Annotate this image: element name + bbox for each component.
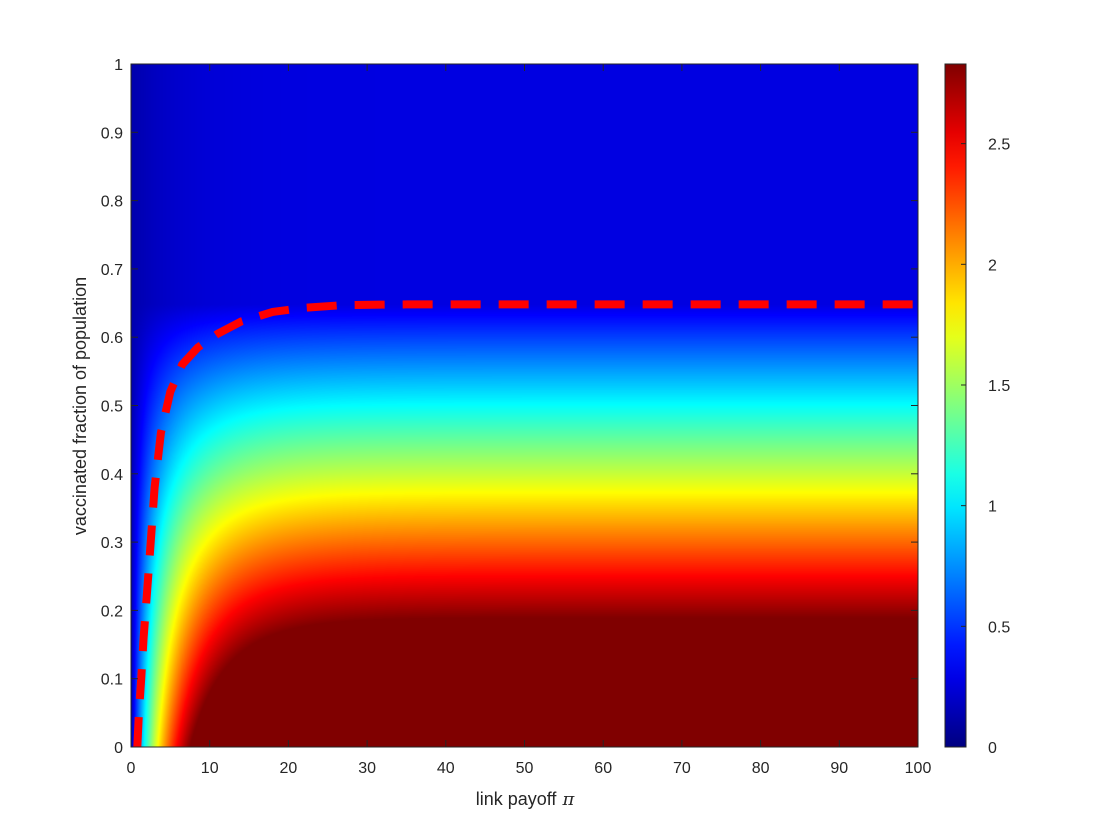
heatmap-image <box>131 64 918 747</box>
y-tick-label: 0 <box>114 740 123 757</box>
colorbar-scale <box>944 63 967 748</box>
x-tick-label: 80 <box>752 760 770 777</box>
y-axis-ticks: 0 0.1 0.2 0.3 0.4 0.5 0.6 0.7 0.8 0.9 1 <box>101 57 918 757</box>
x-tick-label: 40 <box>437 760 455 777</box>
x-tick-label: 0 <box>127 760 136 777</box>
y-tick-label: 0.2 <box>101 603 123 620</box>
colorbar-tick-label: 0.5 <box>988 619 1010 636</box>
x-tick-label: 70 <box>673 760 691 777</box>
x-tick-label: 10 <box>201 760 219 777</box>
colorbar-tick-label: 1.5 <box>988 378 1010 395</box>
colorbar-tick-label: 2.5 <box>988 137 1010 154</box>
threshold-curve <box>133 300 918 747</box>
y-tick-label: 0.7 <box>101 262 123 279</box>
colorbar-tick-label: 1 <box>988 499 997 516</box>
x-tick-label: 20 <box>280 760 298 777</box>
x-tick-label: 60 <box>594 760 612 777</box>
x-axis-ticks: 0 10 20 30 40 50 60 70 80 90 100 <box>127 64 932 777</box>
colorbar-tick-label: 2 <box>988 257 997 274</box>
y-tick-label: 1 <box>114 57 123 74</box>
y-tick-label: 0.8 <box>101 194 123 211</box>
y-tick-label: 0.1 <box>101 672 123 689</box>
x-tick-label: 50 <box>516 760 534 777</box>
y-tick-label: 0.3 <box>101 535 123 552</box>
y-tick-label: 0.4 <box>101 467 123 484</box>
x-tick-label: 100 <box>905 760 932 777</box>
x-tick-label: 90 <box>830 760 848 777</box>
x-axis-label: link payoff π <box>476 789 576 810</box>
plot-area <box>130 63 919 748</box>
y-axis-label: vaccinated fraction of population <box>70 277 90 535</box>
x-tick-label: 30 <box>358 760 376 777</box>
colorbar <box>944 63 967 748</box>
colorbar-ticks: 0 0.5 1 1.5 2 2.5 <box>961 137 1010 757</box>
y-tick-label: 0.5 <box>101 399 123 416</box>
colorbar-tick-label: 0 <box>988 740 997 757</box>
y-tick-label: 0.6 <box>101 330 123 347</box>
y-tick-label: 0.9 <box>101 125 123 142</box>
